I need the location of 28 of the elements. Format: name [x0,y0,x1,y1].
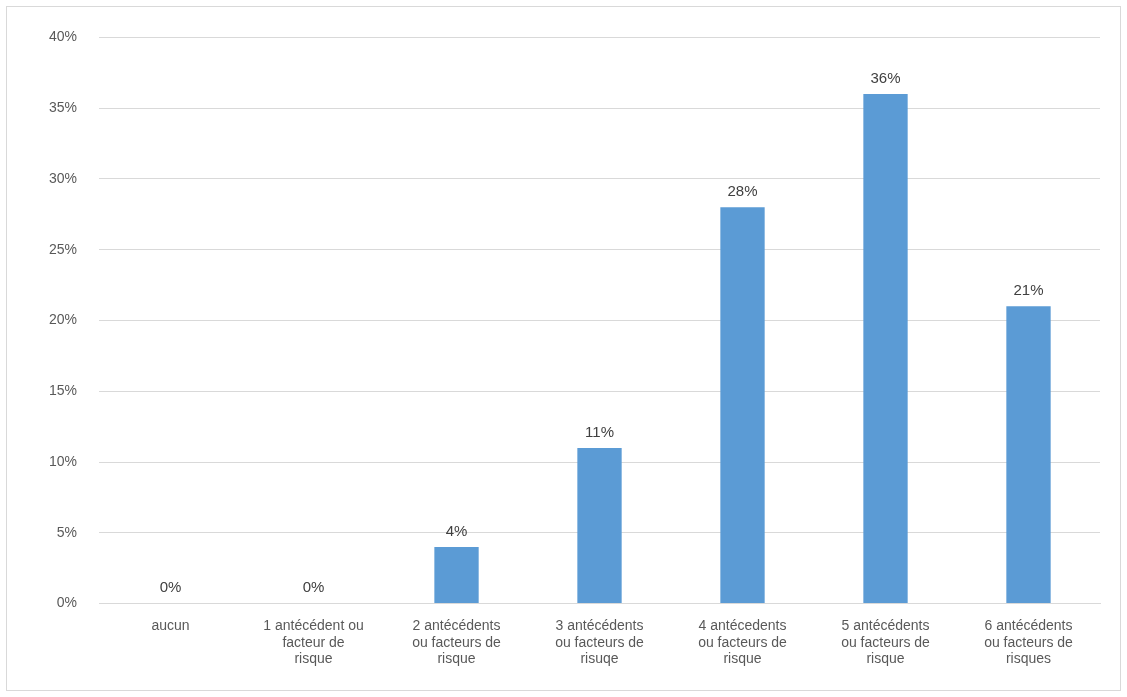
y-tick-label: 0% [56,594,78,611]
y-tick-label: 20% [48,311,78,328]
bar [720,207,765,604]
x-tick-label: aucun [151,616,190,633]
x-tick-label: 5 antécédents ou facteurs de risque [841,616,931,667]
y-tick-label: 5% [56,523,78,540]
x-tick-label: 3 antécédents ou facteurs de risuqe [555,616,645,667]
data-label: 28% [727,181,758,199]
bar [863,94,908,604]
x-tick-label: 2 antécédents ou facteurs de risque [412,616,502,667]
data-label: 0% [302,578,325,596]
data-label: 11% [585,422,614,440]
bar [434,546,479,604]
data-label: 0% [159,578,182,596]
bar [577,447,622,604]
y-tick-label: 35% [48,99,78,116]
data-label: 36% [870,68,901,86]
y-tick-label: 10% [48,452,78,469]
data-label: 21% [1013,280,1044,298]
x-tick-label: 1 antécédent ou facteur de risque [263,616,364,667]
y-tick-label: 15% [48,382,78,399]
y-tick-label: 30% [48,169,78,186]
bar [1006,306,1051,604]
data-label: 4% [445,521,468,539]
x-tick-label: 4 antécedents ou facteurs de risque [698,616,788,667]
y-tick-label: 40% [48,28,78,45]
x-tick-label: 6 antécédents ou facteurs de risques [984,616,1074,667]
y-tick-label: 25% [48,240,78,257]
